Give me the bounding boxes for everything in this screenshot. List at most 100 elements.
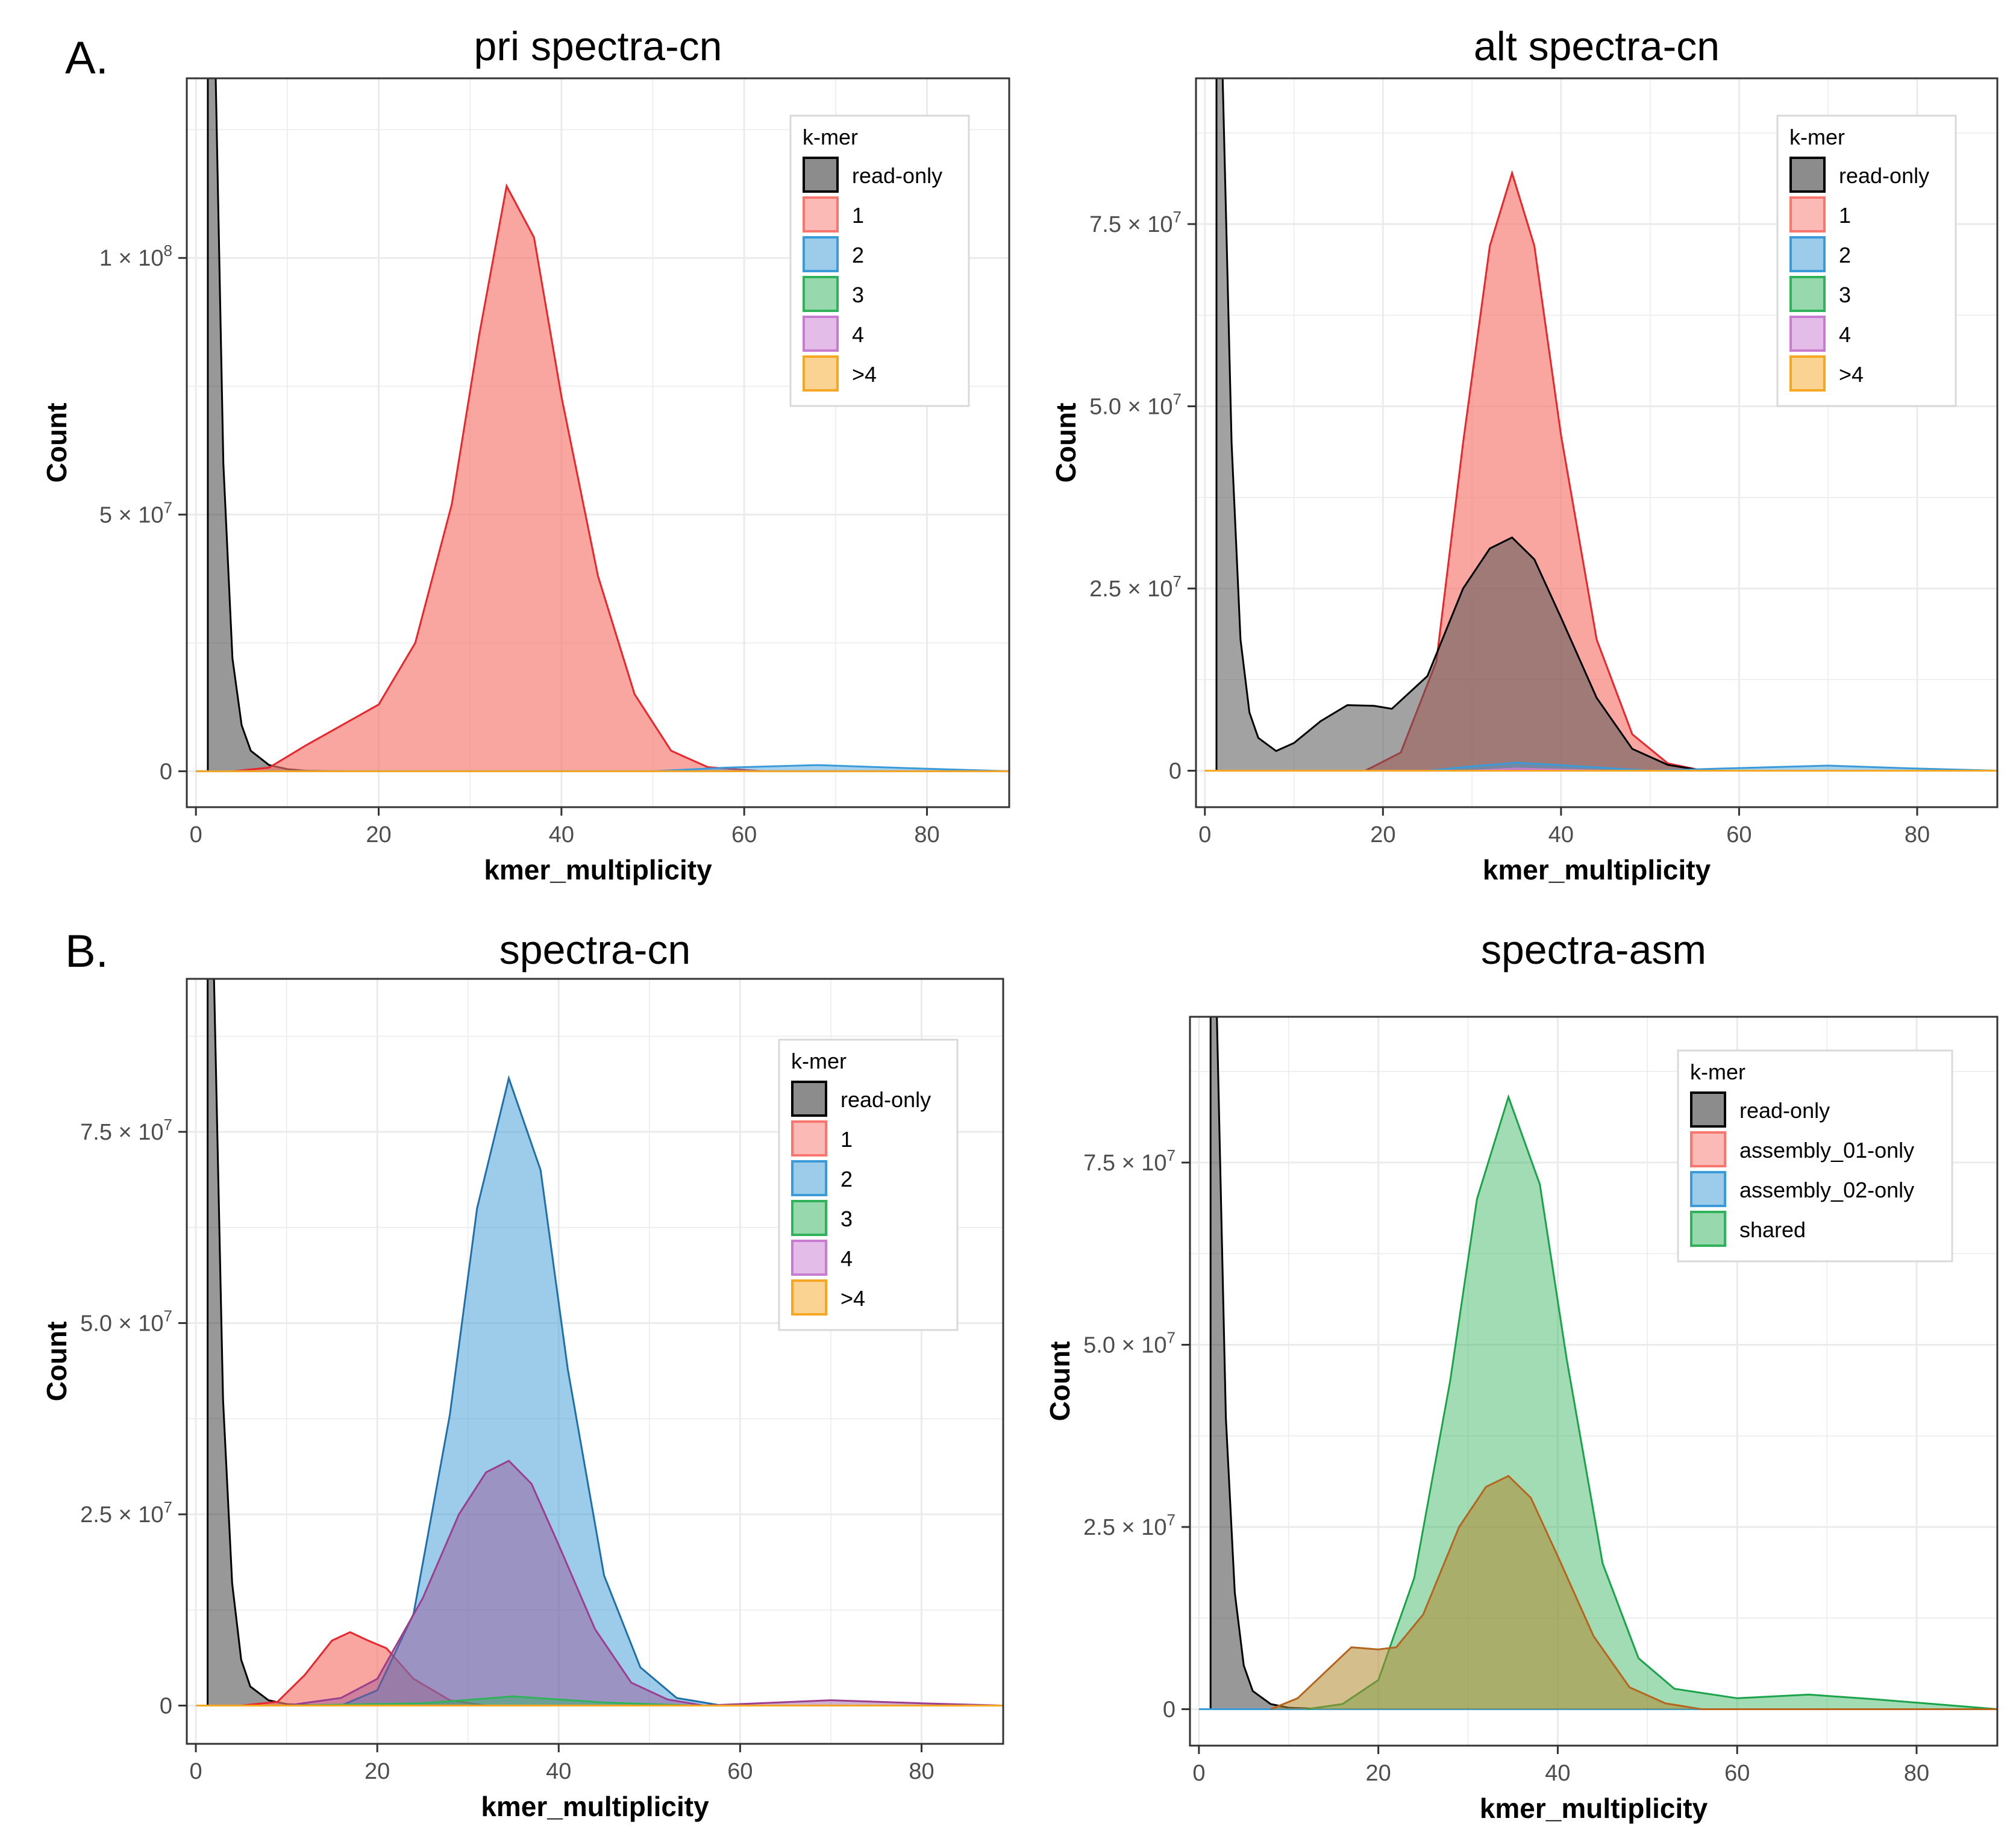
legend-title: k-mer	[1789, 125, 1845, 149]
x-axis-title: kmer_multiplicity	[484, 854, 712, 885]
legend-label-3: 3	[841, 1207, 853, 1231]
y-axis-title: Count	[41, 403, 72, 483]
y-tick-label: 2.5 × 107	[1083, 1511, 1175, 1540]
plot-border	[1189, 1016, 1999, 1747]
legend-key-4	[803, 316, 839, 352]
chart-4: 0 20 40 60 80 0 2.5 × 107 5.0 × 107 7.5 × 107 spe…	[1044, 927, 1999, 1824]
legend-label-2: 2	[1839, 243, 1851, 267]
legend-key-shared	[1690, 1211, 1726, 1247]
y-tick-label: 5 × 107	[99, 498, 172, 528]
series-group	[1198, 1017, 1997, 1710]
x-tick-label: 60	[731, 822, 757, 848]
x-tick-label: 80	[914, 822, 939, 848]
series-area-1	[232, 186, 1009, 772]
series-line-1	[232, 183, 1009, 772]
legend-label-shared: shared	[1739, 1217, 1806, 1242]
series-area-2	[1204, 763, 1997, 771]
legend-label-4: 4	[852, 322, 864, 347]
series-area-read-only	[207, 979, 323, 1706]
x-tick-label: 40	[549, 822, 574, 848]
legend-key-read-only	[1690, 1091, 1726, 1128]
x-tick-label: 40	[546, 1759, 571, 1784]
plot-border	[186, 978, 1004, 1745]
x-tick-label: 20	[365, 1759, 390, 1784]
y-tick-label: 7.5 × 107	[80, 1116, 172, 1145]
series-area-2	[340, 1078, 1003, 1706]
x-tick-label: 0	[1192, 1761, 1205, 1786]
legend-key-3	[1789, 276, 1826, 312]
legend-key-1	[791, 1120, 827, 1157]
series-line-shared	[1306, 1094, 1997, 1710]
legend: k-mer read-only 1 2 3 4 >4	[789, 114, 970, 407]
panel-letter-b: B.	[65, 926, 108, 977]
series-line-4	[286, 1460, 1003, 1707]
y-tick-label: 5.0 × 107	[1089, 390, 1182, 420]
series-group	[1204, 78, 1997, 772]
x-tick-label: 0	[1198, 822, 1211, 848]
legend-label-assembly-01-only: assembly_01-only	[1739, 1138, 1914, 1163]
chart-title: spectra-cn	[499, 927, 690, 973]
x-axis-title: kmer_multiplicity	[1480, 1793, 1708, 1824]
x-axis-title: kmer_multiplicity	[481, 1791, 709, 1822]
y-axis-title: Count	[41, 1322, 72, 1402]
chart-title: alt spectra-cn	[1474, 23, 1720, 69]
legend-label-gt4: >4	[1839, 362, 1864, 387]
plot-border	[186, 77, 1010, 808]
series-area-read-only	[207, 78, 342, 772]
legend-key-read-only	[1789, 157, 1826, 193]
series-area-read-only	[1210, 1017, 1325, 1709]
y-tick-label: 5.0 × 107	[80, 1307, 172, 1337]
legend: k-mer read-only assembly_01-only assembly_0…	[1677, 1049, 1953, 1263]
x-tick-label: 60	[1726, 822, 1751, 848]
legend-key-gt4	[803, 355, 839, 392]
legend-label-4: 4	[1839, 322, 1851, 347]
x-tick-label: 0	[190, 822, 202, 848]
panel-letter-a: A.	[65, 33, 108, 84]
y-tick-label: 5.0 × 107	[1083, 1329, 1175, 1358]
y-tick-label: 0	[160, 1694, 172, 1719]
legend-label-3: 3	[852, 283, 864, 307]
series-group	[196, 78, 1009, 772]
legend-key-2	[1789, 236, 1826, 272]
legend-label-read-only: read-only	[1739, 1098, 1830, 1123]
legend-label-2: 2	[841, 1167, 853, 1191]
legend-label-1: 1	[841, 1127, 853, 1152]
chart-3: 0 20 40 60 80 0 2.5 × 107 5.0 × 107 7.5 × 107 spe…	[41, 927, 1004, 1822]
x-tick-label: 40	[1548, 822, 1574, 848]
x-tick-label: 0	[189, 1759, 202, 1784]
chart-2: 0 20 40 60 80 0 2.5 × 107 5.0 × 107 7.5 × 107 alt…	[1050, 23, 1999, 885]
y-tick-label: 2.5 × 107	[80, 1498, 172, 1528]
legend-key-3	[803, 276, 839, 312]
y-tick-label: 1 × 108	[99, 242, 172, 271]
y-tick-label: 0	[1169, 759, 1182, 784]
legend-key-assembly-01-only	[1690, 1131, 1726, 1167]
plot-border	[1195, 77, 1999, 808]
legend-label-assembly-02-only: assembly_02-only	[1739, 1178, 1914, 1202]
x-tick-label: 80	[909, 1759, 934, 1784]
legend-key-read-only	[791, 1081, 827, 1117]
legend-key-4	[1789, 316, 1826, 352]
x-tick-label: 60	[1724, 1761, 1750, 1786]
series-area-4	[286, 1461, 1003, 1706]
series-area-assembly-01-only	[1271, 1476, 1997, 1709]
x-tick-label: 80	[1905, 822, 1930, 848]
legend-key-3	[791, 1200, 827, 1236]
legend-key-1	[1789, 196, 1826, 233]
legend-key-gt4	[1789, 355, 1826, 392]
legend-label-2: 2	[852, 243, 864, 267]
legend-label-gt4: >4	[841, 1286, 865, 1311]
legend-key-1	[803, 196, 839, 233]
legend-key-2	[791, 1160, 827, 1196]
legend-title: k-mer	[1690, 1060, 1745, 1084]
chart-title: pri spectra-cn	[474, 23, 722, 69]
y-tick-label: 7.5 × 107	[1083, 1146, 1175, 1176]
legend-title: k-mer	[791, 1049, 847, 1073]
legend-key-4	[791, 1240, 827, 1276]
legend-label-1: 1	[1839, 203, 1851, 228]
x-tick-label: 20	[1366, 1761, 1391, 1786]
legend-key-2	[803, 236, 839, 272]
y-tick-label: 0	[1163, 1697, 1175, 1723]
x-tick-label: 80	[1904, 1761, 1929, 1786]
